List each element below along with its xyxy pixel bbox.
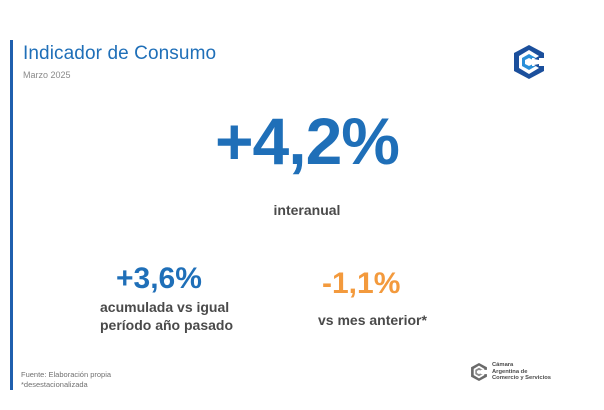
organization-name: Cámara Argentina de Comercio y Servicios bbox=[492, 362, 551, 382]
page-subtitle: Marzo 2025 bbox=[23, 70, 71, 80]
org-name-line3: Comercio y Servicios bbox=[492, 375, 551, 382]
accumulated-label: acumulada vs igual período año pasado bbox=[100, 298, 260, 334]
org-name-line1: Cámara bbox=[492, 362, 514, 369]
accent-bar bbox=[10, 40, 13, 390]
org-name-line2: Argentina de bbox=[492, 368, 528, 375]
yoy-label: interanual bbox=[273, 202, 341, 218]
footnote-text: *desestacionalizada bbox=[21, 380, 88, 389]
source-note: Fuente: Elaboración propia *desestaciona… bbox=[21, 370, 111, 390]
cac-logo-icon bbox=[514, 45, 546, 79]
source-text: Fuente: Elaboración propia bbox=[21, 370, 112, 379]
accumulated-label-line1: acumulada vs igual bbox=[100, 299, 230, 315]
yoy-value: +4,2% bbox=[215, 104, 400, 178]
mom-label: vs mes anterior* bbox=[318, 312, 427, 328]
page-title: Indicador de Consumo bbox=[23, 43, 217, 64]
organization-brand: Cámara Argentina de Comercio y Servicios bbox=[470, 360, 580, 384]
accumulated-value: +3,6% bbox=[116, 262, 202, 295]
cac-logo-small-icon bbox=[471, 363, 488, 381]
mom-value: -1,1% bbox=[322, 267, 401, 300]
accumulated-label-line2: período año pasado bbox=[100, 317, 234, 333]
